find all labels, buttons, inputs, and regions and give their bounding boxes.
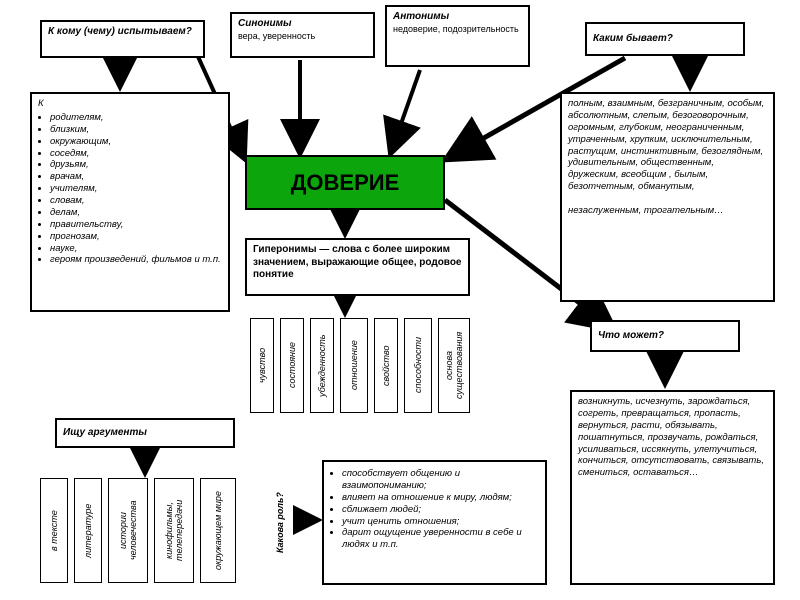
args-title-text: Ищу аргументы bbox=[63, 427, 147, 440]
synonyms-title: Синонимы bbox=[238, 18, 367, 31]
what-kind-title-text: Каким бывает? bbox=[593, 33, 673, 46]
what-can-title-text: Что может? bbox=[598, 330, 664, 343]
list-item: учителям, bbox=[50, 183, 222, 195]
hypero-item: убежденность bbox=[310, 318, 334, 413]
list-item: родителям, bbox=[50, 112, 222, 124]
list-item: науке, bbox=[50, 243, 222, 255]
list-item: окружающим, bbox=[50, 136, 222, 148]
hyperonyms-box: Гиперонимы — слова с более широким значе… bbox=[245, 238, 470, 296]
hyperonyms-text: Гиперонимы — слова с более широким значе… bbox=[253, 244, 462, 280]
list-item: способствует общению и взаимопониманию; bbox=[342, 468, 539, 492]
center-label: ДОВЕРИЕ bbox=[291, 170, 400, 196]
list-item: влияет на отношение к миру, людям; bbox=[342, 492, 539, 504]
list-item: дарит ощущение уверенности в себе и людя… bbox=[342, 527, 539, 551]
what-can-title: Что может? bbox=[590, 320, 740, 352]
list-item: врачам, bbox=[50, 171, 222, 183]
to-whom-prefix: К bbox=[38, 98, 222, 110]
what-kind-list: полным, взаимным, безграничным, особым, … bbox=[560, 92, 775, 302]
role-items: способствует общению и взаимопониманию; … bbox=[330, 468, 539, 551]
arg-item: истории человечества bbox=[108, 478, 148, 583]
arg-item: окружающем мире bbox=[200, 478, 236, 583]
list-item: героям произведений, фильмов и т.п. bbox=[50, 254, 222, 266]
synonyms-text: вера, уверенность bbox=[238, 31, 367, 42]
what-can-list: возникнуть, исчезнуть, зарождаться, согр… bbox=[570, 390, 775, 585]
antonyms-box: Антонимы недоверие, подозрительность bbox=[385, 5, 530, 67]
list-item: сближает людей; bbox=[342, 504, 539, 516]
hypero-item: состояние bbox=[280, 318, 304, 413]
antonyms-title: Антонимы bbox=[393, 11, 522, 24]
role-label: Какова роль? bbox=[268, 470, 292, 575]
to-whom-list: К родителям, близким, окружающим, соседя… bbox=[30, 92, 230, 312]
what-can-text: возникнуть, исчезнуть, зарождаться, согр… bbox=[578, 396, 764, 478]
to-whom-title-text: К кому (чему) испытываем? bbox=[48, 26, 192, 37]
role-box: способствует общению и взаимопониманию; … bbox=[322, 460, 547, 585]
hypero-item: отношение bbox=[340, 318, 368, 413]
hypero-item: чувство bbox=[250, 318, 274, 413]
list-item: делам, bbox=[50, 207, 222, 219]
what-kind-title: Каким бывает? bbox=[585, 22, 745, 56]
hypero-item: основа существования bbox=[438, 318, 470, 413]
list-item: близким, bbox=[50, 124, 222, 136]
list-item: прогнозам, bbox=[50, 231, 222, 243]
arg-item: литературе bbox=[74, 478, 102, 583]
args-title: Ищу аргументы bbox=[55, 418, 235, 448]
to-whom-title: К кому (чему) испытываем? bbox=[40, 20, 205, 58]
hypero-item: способности bbox=[404, 318, 432, 413]
list-item: учит ценить отношения; bbox=[342, 516, 539, 528]
arg-item: в тексте bbox=[40, 478, 68, 583]
list-item: соседям, bbox=[50, 148, 222, 160]
arg-item: кинофильмы, телепередачи bbox=[154, 478, 194, 583]
hypero-item: свойство bbox=[374, 318, 398, 413]
to-whom-items: родителям, близким, окружающим, соседям,… bbox=[38, 112, 222, 266]
list-item: правительству, bbox=[50, 219, 222, 231]
what-kind-text: полным, взаимным, безграничным, особым, … bbox=[568, 98, 764, 192]
list-item: словам, bbox=[50, 195, 222, 207]
list-item: друзьям, bbox=[50, 159, 222, 171]
synonyms-box: Синонимы вера, уверенность bbox=[230, 12, 375, 58]
antonyms-text: недоверие, подозрительность bbox=[393, 24, 522, 35]
what-kind-tail: незаслуженным, трогательным… bbox=[568, 205, 724, 216]
center-concept: ДОВЕРИЕ bbox=[245, 155, 445, 210]
